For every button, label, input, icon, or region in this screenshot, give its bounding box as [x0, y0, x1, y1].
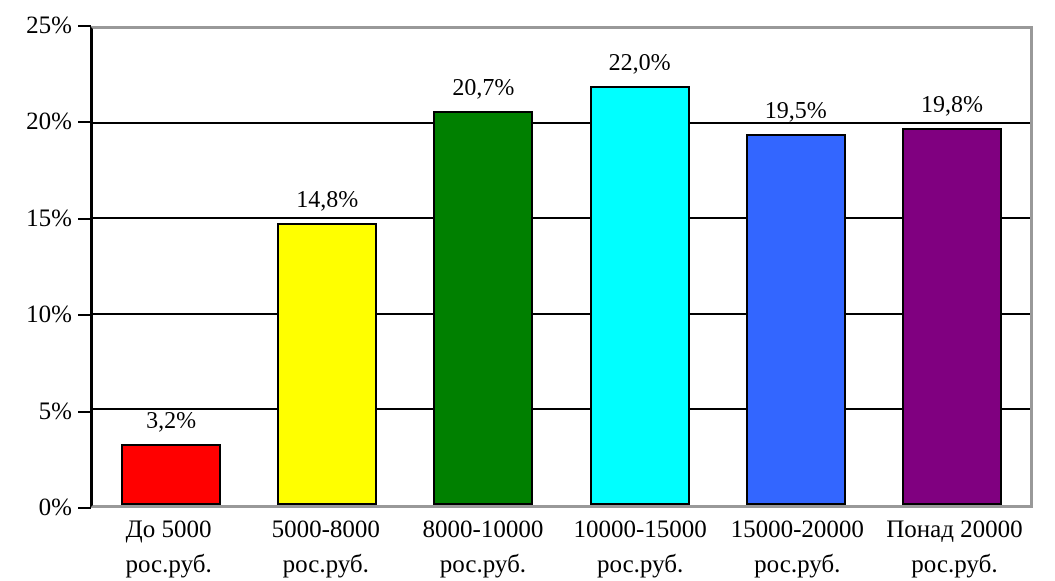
x-category-label-line: 10000-15000 — [573, 516, 707, 543]
x-category-label-5: 15000-20000 рос.руб. — [719, 512, 876, 581]
bar-6 — [901, 128, 1002, 505]
x-category-label-line: До 5000 — [125, 516, 212, 543]
bar-value-label-5: 19,5% — [764, 97, 827, 124]
y-tick-label-20%: 20% — [26, 108, 72, 136]
gridline-20% — [93, 122, 1030, 125]
bar-4 — [589, 86, 690, 505]
x-category-label-line: 8000-10000 — [422, 516, 544, 543]
bar-value-label-1: 3,2% — [146, 408, 197, 435]
x-category-label-line: рос.руб. — [125, 551, 212, 578]
gridline-5% — [93, 407, 1030, 410]
x-category-label-3: 8000-10000 рос.руб. — [404, 512, 561, 581]
gridlines-layer — [93, 29, 1030, 505]
bar-value-label-3: 20,7% — [452, 74, 515, 101]
y-tick-mark — [78, 507, 91, 509]
bar-value-label-4: 22,0% — [608, 50, 671, 77]
y-tick-label-10%: 10% — [26, 301, 72, 329]
x-category-label-1: До 5000 рос.руб. — [90, 512, 247, 581]
y-tick-label-5%: 5% — [38, 397, 72, 425]
bar-3 — [433, 110, 534, 505]
y-tick-label-15%: 15% — [26, 204, 72, 232]
x-category-label-6: Понад 20000 рос.руб. — [876, 512, 1033, 581]
y-tick-mark — [78, 314, 91, 317]
bar-slot-4: 22,0% — [562, 29, 718, 505]
bar-value-label-6: 19,8% — [920, 92, 983, 119]
x-axis-category-labels: До 5000 рос.руб. 5000-8000 рос.руб. 8000-100… — [90, 512, 1033, 581]
bar-slot-5: 19,5% — [718, 29, 874, 505]
y-tick-label-25%: 25% — [26, 12, 72, 39]
bars-layer: 3,2% 14,8% 20,7% 22,0% 19,5% 19,8% — [93, 29, 1030, 505]
plot-area: 3,2% 14,8% 20,7% 22,0% 19,5% 19,8% — [90, 26, 1033, 508]
y-tick-mark — [78, 217, 91, 220]
x-category-label-line: рос.руб. — [439, 551, 527, 578]
y-tick-label-0%: 0% — [38, 494, 72, 521]
bar-1 — [121, 444, 222, 505]
bar-slot-6: 19,8% — [874, 29, 1030, 505]
x-category-label-line: 5000-8000 — [271, 516, 380, 543]
x-category-label-line: 15000-20000 — [730, 516, 864, 543]
x-category-label-line: Понад 20000 — [886, 516, 1023, 543]
bar-slot-2: 14,8% — [249, 29, 405, 505]
bar-2 — [277, 223, 378, 505]
x-category-label-line: рос.руб. — [596, 551, 684, 578]
x-category-label-line: рос.руб. — [911, 551, 998, 578]
y-tick-mark — [78, 121, 91, 124]
x-category-label-2: 5000-8000 рос.руб. — [247, 512, 404, 581]
bar-slot-3: 20,7% — [405, 29, 561, 505]
bar-value-label-2: 14,8% — [296, 187, 359, 214]
x-category-label-4: 10000-15000 рос.руб. — [562, 512, 719, 581]
gridline-15% — [93, 217, 1030, 220]
y-tick-mark — [78, 410, 91, 413]
bar-slot-1: 3,2% — [93, 29, 249, 505]
x-category-label-line: рос.руб. — [282, 551, 369, 578]
bar-5 — [745, 133, 846, 505]
y-tick-mark — [78, 25, 91, 27]
gridline-10% — [93, 312, 1030, 315]
x-category-label-line: рос.руб. — [754, 551, 841, 578]
